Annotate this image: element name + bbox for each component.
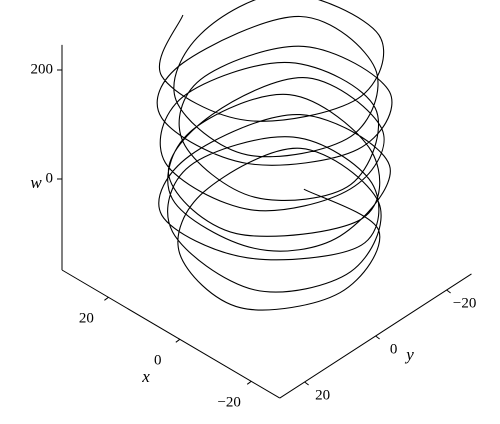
trajectory <box>156 0 393 311</box>
y-axis-label: y <box>404 345 414 364</box>
x-tick-label: −20 <box>217 395 240 411</box>
x-tick-label: 20 <box>79 311 94 327</box>
y-tick <box>375 335 380 340</box>
w-tick-label: 200 <box>31 61 54 77</box>
y-tick <box>304 381 309 386</box>
x-tick-label: 0 <box>154 353 162 369</box>
x-tick <box>175 338 181 343</box>
y-tick-label: −20 <box>453 295 476 311</box>
w-axis-label: w <box>30 173 42 192</box>
y-tick-label: 0 <box>390 341 398 357</box>
y-tick <box>446 289 451 294</box>
w-tick-label: 0 <box>46 170 54 186</box>
x-axis-label: x <box>141 367 150 386</box>
x-tick <box>246 380 252 385</box>
x-axis <box>61 269 281 399</box>
x-tick <box>104 296 109 301</box>
y-tick-label: 20 <box>315 387 330 403</box>
